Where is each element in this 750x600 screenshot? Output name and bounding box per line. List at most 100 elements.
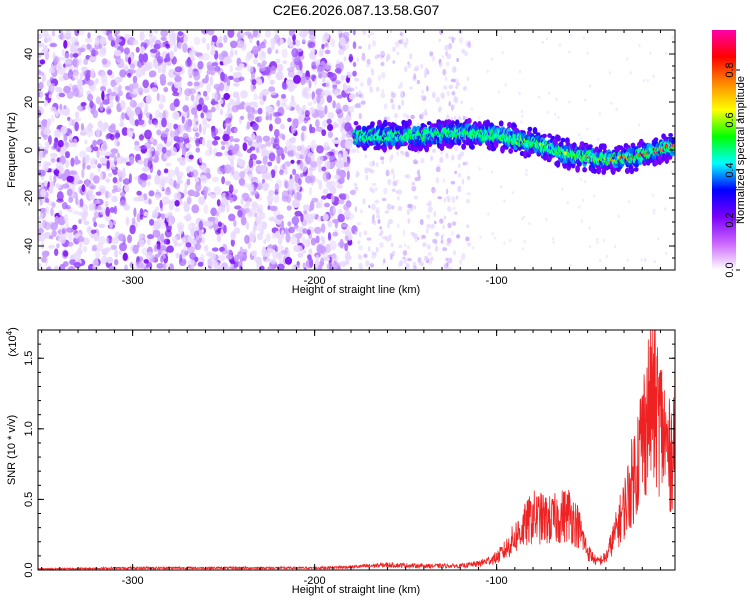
noise-blob bbox=[456, 80, 459, 85]
noise-blob bbox=[230, 263, 234, 268]
noise-blob bbox=[329, 154, 336, 163]
noise-blob bbox=[642, 79, 646, 83]
noise-blob bbox=[363, 230, 368, 235]
noise-blob bbox=[107, 33, 113, 41]
noise-blob bbox=[451, 91, 456, 96]
noise-blob bbox=[59, 235, 66, 244]
noise-blob bbox=[138, 90, 143, 96]
noise-blob bbox=[65, 151, 70, 159]
noise-blob bbox=[261, 50, 265, 58]
noise-blob bbox=[238, 76, 245, 82]
noise-blob bbox=[233, 138, 240, 143]
noise-blob bbox=[77, 104, 82, 111]
noise-blob bbox=[558, 43, 562, 47]
noise-blob bbox=[292, 199, 300, 208]
noise-blob bbox=[426, 85, 429, 92]
noise-blob bbox=[371, 203, 376, 211]
noise-blob bbox=[569, 33, 572, 37]
noise-blob bbox=[384, 210, 389, 214]
noise-blob bbox=[646, 79, 649, 83]
noise-blob bbox=[331, 254, 339, 262]
noise-blob bbox=[168, 136, 174, 145]
noise-blob bbox=[347, 156, 351, 165]
noise-blob bbox=[457, 185, 462, 192]
noise-blob bbox=[394, 112, 398, 119]
noise-blob bbox=[256, 147, 260, 153]
noise-blob bbox=[439, 62, 443, 68]
noise-blob bbox=[201, 37, 207, 44]
noise-blob bbox=[316, 65, 325, 75]
noise-blob bbox=[315, 235, 320, 244]
noise-blob bbox=[197, 261, 204, 267]
noise-blob bbox=[203, 90, 208, 97]
noise-blob bbox=[43, 99, 48, 107]
noise-blob bbox=[379, 226, 383, 230]
noise-blob bbox=[159, 222, 167, 229]
noise-blob bbox=[66, 175, 74, 183]
noise-blob bbox=[466, 192, 471, 196]
noise-blob bbox=[156, 56, 164, 64]
noise-blob bbox=[580, 137, 583, 141]
noise-blob bbox=[649, 51, 652, 55]
noise-blob bbox=[128, 56, 132, 65]
noise-blob bbox=[227, 30, 235, 38]
noise-blob bbox=[168, 68, 176, 78]
noise-blob bbox=[579, 177, 582, 181]
noise-blob bbox=[98, 223, 106, 229]
noise-blob bbox=[101, 79, 108, 87]
noise-blob bbox=[139, 173, 148, 181]
noise-blob bbox=[267, 265, 274, 270]
noise-blob bbox=[566, 201, 569, 205]
noise-blob bbox=[653, 208, 656, 212]
noise-blob bbox=[177, 136, 184, 143]
noise-blob bbox=[442, 178, 445, 184]
noise-blob bbox=[48, 93, 52, 99]
noise-blob bbox=[615, 107, 618, 111]
noise-blob bbox=[442, 224, 445, 230]
noise-blob bbox=[376, 214, 380, 219]
noise-blob bbox=[396, 179, 400, 183]
noise-blob bbox=[156, 244, 161, 250]
noise-blob bbox=[414, 238, 419, 243]
signal-blob bbox=[542, 133, 547, 138]
noise-blob bbox=[72, 224, 78, 230]
noise-blob bbox=[181, 236, 186, 244]
signal-blob bbox=[602, 143, 607, 151]
noise-blob bbox=[134, 140, 140, 147]
noise-blob bbox=[238, 178, 246, 186]
noise-blob bbox=[580, 219, 584, 223]
noise-blob bbox=[497, 90, 500, 94]
noise-blob bbox=[163, 168, 169, 174]
noise-blob bbox=[657, 237, 660, 241]
noise-blob bbox=[424, 111, 428, 116]
noise-blob bbox=[240, 216, 247, 226]
noise-blob bbox=[105, 190, 109, 199]
noise-blob bbox=[64, 52, 70, 59]
noise-blob bbox=[281, 101, 287, 108]
noise-blob bbox=[126, 39, 131, 45]
noise-blob bbox=[84, 139, 88, 145]
noise-blob bbox=[267, 161, 273, 167]
noise-blob bbox=[124, 264, 128, 270]
noise-blob bbox=[152, 229, 161, 238]
noise-blob bbox=[223, 92, 230, 101]
noise-blob bbox=[90, 49, 99, 57]
signal-blob bbox=[353, 121, 359, 126]
noise-blob bbox=[323, 257, 331, 262]
noise-blob bbox=[87, 32, 91, 39]
noise-blob bbox=[309, 175, 316, 184]
noise-blob bbox=[446, 237, 452, 244]
noise-blob bbox=[438, 38, 441, 42]
noise-blob bbox=[414, 176, 419, 182]
noise-blob bbox=[398, 261, 401, 268]
noise-blob bbox=[53, 141, 58, 149]
noise-blob bbox=[448, 101, 451, 107]
noise-blob bbox=[229, 197, 234, 203]
noise-blob bbox=[171, 236, 178, 244]
noise-blob bbox=[159, 181, 165, 191]
noise-blob bbox=[38, 262, 42, 269]
noise-blob bbox=[569, 263, 572, 267]
noise-blob bbox=[399, 32, 404, 36]
noise-blob bbox=[362, 198, 366, 205]
noise-blob bbox=[391, 92, 396, 99]
